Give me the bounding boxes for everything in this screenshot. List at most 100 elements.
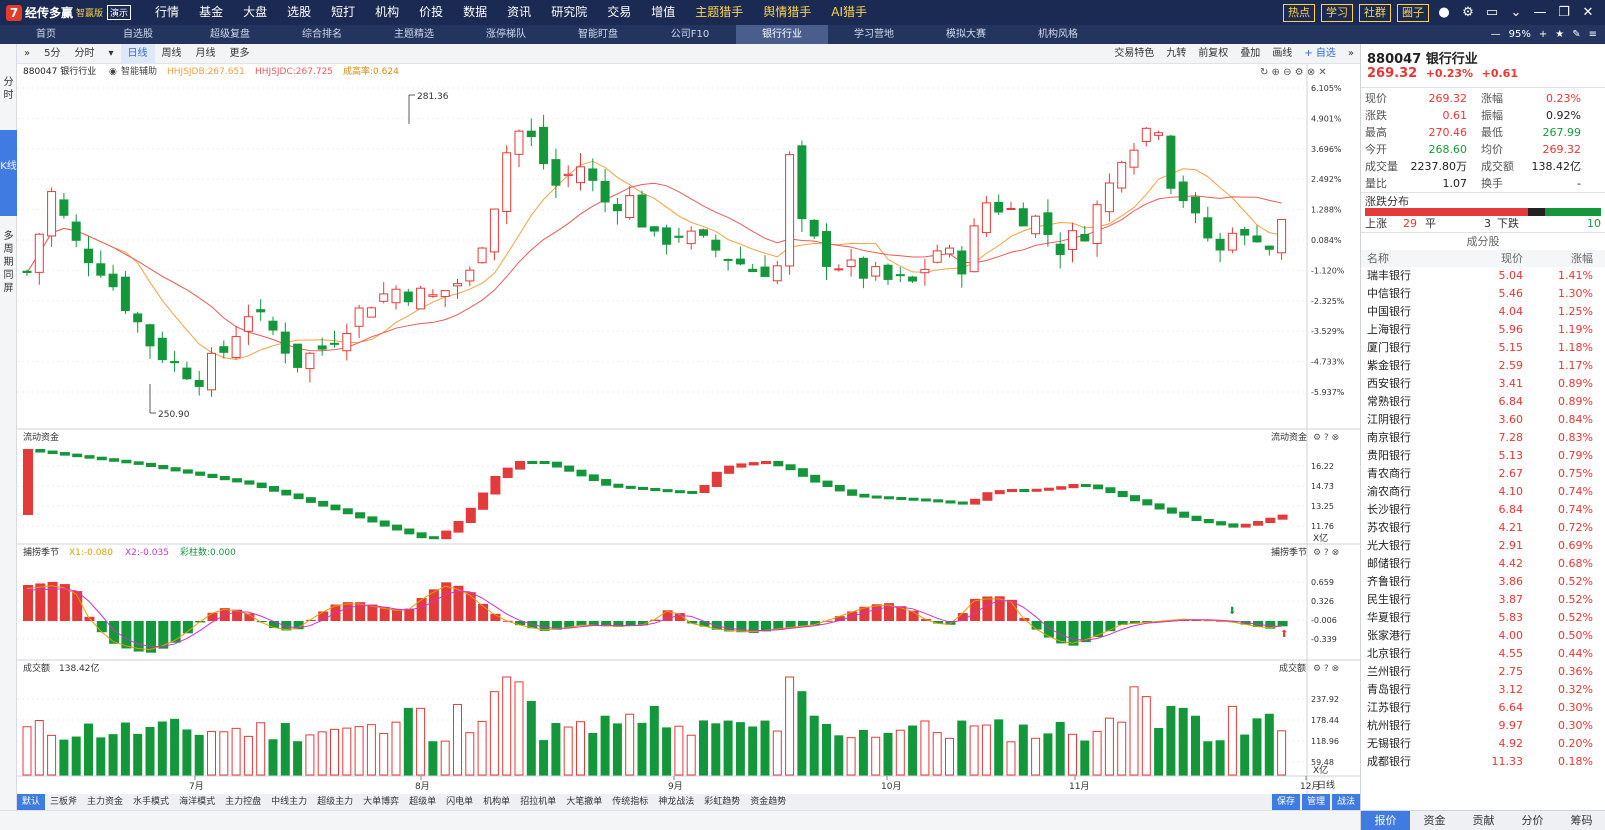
manage-button[interactable]: 管理 <box>1301 794 1330 810</box>
constituent-row[interactable]: 苏农银行 4.21 0.72% <box>1361 519 1605 537</box>
constituent-row[interactable]: 贵阳银行 5.13 0.79% <box>1361 447 1605 465</box>
period-5min[interactable]: 5分 <box>44 47 61 59</box>
gear-icon[interactable]: ⚙ <box>1462 5 1474 20</box>
constituent-row[interactable]: 中国银行 4.04 1.25% <box>1361 303 1605 321</box>
indicator-tab[interactable]: 闪电单 <box>446 797 474 807</box>
constituent-row[interactable]: 上海银行 5.96 1.19% <box>1361 321 1605 339</box>
indicator-tab[interactable]: 超级主力 <box>317 797 354 807</box>
constituent-row[interactable]: 中信银行 5.46 1.30% <box>1361 285 1605 303</box>
constituent-row[interactable]: 兰州银行 2.75 0.36% <box>1361 663 1605 681</box>
overlay-dropdown[interactable]: 叠加 <box>1240 47 1261 59</box>
pen-icon[interactable]: ✎ <box>1572 29 1581 40</box>
menu-item[interactable]: 基金 <box>199 5 224 19</box>
zoom-out-icon[interactable]: — <box>1490 29 1501 40</box>
constituent-row[interactable]: 江阴银行 3.60 0.84% <box>1361 411 1605 429</box>
left-tab-intraday[interactable]: 分时 <box>3 77 14 101</box>
indicator-tab[interactable]: 资金趋势 <box>750 797 787 807</box>
indicator-tab[interactable]: 超级单 <box>409 797 437 807</box>
volume-tool-icons[interactable]: ⚙ ? ⊗ <box>1313 664 1339 674</box>
col-price[interactable]: 现价 <box>1501 252 1523 265</box>
constituent-row[interactable]: 青农商行 2.67 0.75% <box>1361 465 1605 483</box>
menu-item[interactable]: 主题猎手 <box>695 5 744 19</box>
menu-item[interactable]: 数据 <box>463 5 488 19</box>
period-daily[interactable]: 日线 <box>120 43 155 64</box>
indicator-tab[interactable]: 招拉机单 <box>520 797 557 807</box>
left-tab-multiperiod[interactable]: 多周期同屏 <box>3 231 14 294</box>
col-change[interactable]: 涨幅 <box>1571 252 1593 265</box>
indicator-tab[interactable]: 主力资金 <box>87 797 124 807</box>
page-tab[interactable]: 机构风格 <box>1038 29 1078 40</box>
panel-tab[interactable]: 分价 <box>1521 814 1544 827</box>
collapse-panel-icon[interactable]: » <box>1347 47 1354 59</box>
col-name[interactable]: 名称 <box>1367 252 1389 265</box>
menu-item[interactable]: 选股 <box>287 5 312 19</box>
zoom-in-icon[interactable]: + <box>1538 29 1548 40</box>
constituent-row[interactable]: 渝农商行 4.10 0.74% <box>1361 483 1605 501</box>
chart-tool-icons[interactable]: ↻ ⊕ ⊖ ⚙ ⊗ ✕ <box>1260 67 1327 78</box>
constituent-row[interactable]: 青岛银行 3.12 0.32% <box>1361 681 1605 699</box>
constituent-row[interactable]: 无锡银行 4.92 0.20% <box>1361 735 1605 753</box>
page-tab[interactable]: 银行行业 <box>736 25 828 44</box>
star-icon[interactable]: ★ <box>1555 29 1565 40</box>
menu-item[interactable]: 研究院 <box>551 5 588 19</box>
learn-button[interactable]: 学习 <box>1321 3 1353 22</box>
minimize-icon[interactable]: — <box>1533 5 1547 20</box>
indicator-tab[interactable]: 中线主力 <box>271 797 308 807</box>
constituent-row[interactable]: 南京银行 7.28 0.83% <box>1361 429 1605 447</box>
constituent-row[interactable]: 光大银行 2.91 0.69% <box>1361 537 1605 555</box>
page-tab[interactable]: 模拟大赛 <box>946 29 986 40</box>
panel-tab[interactable]: 筹码 <box>1570 814 1593 827</box>
menu-icon[interactable]: ≡ <box>1588 29 1597 40</box>
menu-item[interactable]: 舆情猎手 <box>763 5 812 19</box>
indicator-tab[interactable]: 机构单 <box>483 797 511 807</box>
strategy-button[interactable]: 战法 <box>1331 794 1360 810</box>
season-tool-icons[interactable]: ⚙ ? ⊗ <box>1313 548 1339 558</box>
constituent-row[interactable]: 江苏银行 6.64 0.30% <box>1361 699 1605 717</box>
page-tab[interactable]: 综合排名 <box>302 29 342 40</box>
panel-tab[interactable]: 资金 <box>1423 814 1446 827</box>
window-icon[interactable]: ▭ <box>1485 5 1499 20</box>
indicator-tab[interactable]: 大单博弈 <box>363 797 400 807</box>
period-dropdown-icon[interactable]: ▾ <box>108 47 114 59</box>
page-tab[interactable]: 智能盯盘 <box>578 29 618 40</box>
indicator-tab[interactable]: 三板斧 <box>50 797 78 807</box>
restore-icon[interactable]: ❐ <box>1558 5 1570 20</box>
constituent-row[interactable]: 长沙银行 6.84 0.74% <box>1361 501 1605 519</box>
panel-tab[interactable]: 报价 <box>1361 811 1410 830</box>
constituent-row[interactable]: 齐鲁银行 3.86 0.52% <box>1361 573 1605 591</box>
indicator-tab[interactable]: 大笔撤单 <box>566 797 603 807</box>
save-button[interactable]: 保存 <box>1271 794 1300 810</box>
constituent-row[interactable]: 民生银行 3.87 0.52% <box>1361 591 1605 609</box>
menu-item[interactable]: 增值 <box>651 5 676 19</box>
adjust-dropdown[interactable]: 前复权 <box>1198 47 1229 59</box>
constituent-row[interactable]: 北京银行 4.55 0.44% <box>1361 645 1605 663</box>
panel-tab[interactable]: 贡献 <box>1472 814 1495 827</box>
constituent-row[interactable]: 张家港行 4.00 0.50% <box>1361 627 1605 645</box>
constituent-row[interactable]: 成都银行 11.33 0.18% <box>1361 753 1605 771</box>
indicator-tab[interactable]: 主力控盘 <box>225 797 262 807</box>
period-monthly[interactable]: 月线 <box>195 47 216 59</box>
page-tab[interactable]: 首页 <box>36 29 56 40</box>
menu-item[interactable]: 机构 <box>375 5 400 19</box>
page-tab[interactable]: 公司F10 <box>670 29 710 40</box>
constituent-row[interactable]: 西安银行 3.41 0.89% <box>1361 375 1605 393</box>
user-icon[interactable]: ● <box>1438 5 1450 20</box>
page-tab[interactable]: 涨停梯队 <box>486 29 526 40</box>
page-tab[interactable]: 学习营地 <box>854 29 894 40</box>
indicator-tab[interactable]: 水手模式 <box>133 797 170 807</box>
hot-button[interactable]: 热点 <box>1283 3 1315 22</box>
page-tab[interactable]: 自选股 <box>123 29 153 40</box>
period-intraday[interactable]: 分时 <box>74 47 95 59</box>
menu-item[interactable]: 价投 <box>419 5 444 19</box>
trade-feature-dropdown[interactable]: 交易特色 <box>1114 47 1155 59</box>
flow-tool-icons[interactable]: ⚙ ? ⊗ <box>1313 433 1339 443</box>
constituent-row[interactable]: 厦门银行 5.15 1.18% <box>1361 339 1605 357</box>
nine-turn-button[interactable]: 九转 <box>1166 47 1187 59</box>
chart-area[interactable]: 880047 银行行业 ◉ 智能辅助 HHJSJDB:267.651 HHJSJ… <box>17 64 1360 794</box>
period-weekly[interactable]: 周线 <box>161 47 182 59</box>
app-logo[interactable]: 7 经传多赢 智赢版 演示 <box>0 0 137 25</box>
menu-item[interactable]: 交易 <box>607 5 632 19</box>
indicator-tab[interactable]: 海洋模式 <box>179 797 216 807</box>
circle-button[interactable]: 圈子 <box>1397 3 1429 22</box>
menu-item[interactable]: 短打 <box>331 5 356 19</box>
